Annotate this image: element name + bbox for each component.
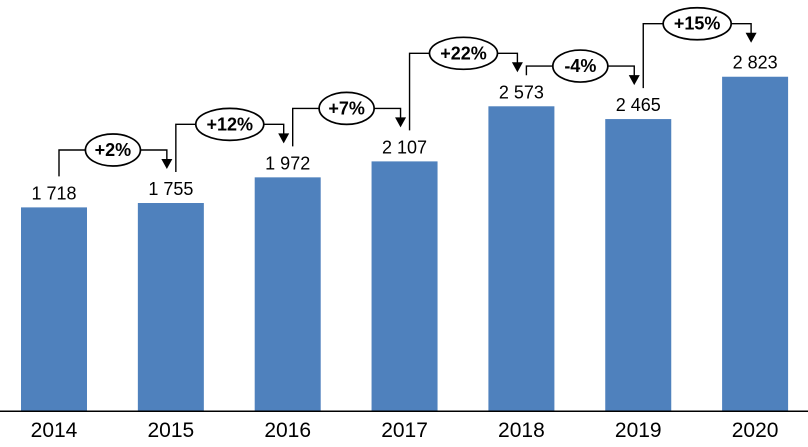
change-label-2018: +22% (440, 43, 487, 63)
value-label-2015: 1 755 (148, 179, 193, 199)
bar-2019 (605, 119, 672, 411)
x-tick-2020: 2020 (732, 419, 779, 442)
x-tick-2016: 2016 (264, 419, 311, 442)
change-connector-2017-2018-left-line (408, 52, 430, 131)
x-tick-2014: 2014 (31, 419, 78, 442)
bar-2017 (371, 161, 438, 411)
change-connector-2016-2017-left-line (292, 107, 320, 147)
bar-2014 (21, 207, 87, 411)
change-ellipse-2018 (428, 36, 499, 71)
value-label-2020: 2 823 (733, 53, 778, 73)
value-label-2017: 2 107 (382, 137, 427, 157)
change-connector-2016-2017-right-line (374, 107, 402, 122)
change-connector-2018-2019-arrowhead-icon (628, 75, 640, 86)
x-tick-2018: 2018 (498, 419, 545, 442)
change-connector-2019-2020-right-line (731, 23, 752, 37)
change-ellipse-2017 (318, 91, 375, 126)
change-connector-2015-2016-right-line (263, 123, 285, 138)
change-ellipse-2016 (194, 107, 265, 142)
change-connector-2019-2020-left-line (642, 23, 664, 89)
change-connector-2019-2020-arrowhead-icon (745, 32, 757, 43)
x-tick-2017: 2017 (381, 419, 428, 442)
change-ellipse-2020 (662, 6, 733, 41)
x-tick-2019: 2019 (615, 419, 662, 442)
change-connector-2017-2018-arrowhead-icon (511, 62, 523, 73)
change-label-2017: +7% (328, 98, 365, 118)
change-connector-2014-2015-left-line (58, 149, 86, 177)
change-connector-2015-2016-arrowhead-icon (278, 133, 290, 144)
change-connector-2018-2019-left-line (525, 65, 553, 76)
change-connector-2017-2018-right-line (497, 52, 519, 67)
bar-2018 (488, 106, 555, 411)
change-label-2019: -4% (564, 56, 596, 76)
x-tick-2015: 2015 (147, 419, 194, 442)
change-connector-2014-2015-arrowhead-icon (161, 159, 173, 170)
change-label-2015: +2% (95, 140, 132, 160)
change-ellipse-2019 (551, 49, 609, 83)
bar-2015 (137, 203, 204, 411)
value-label-2018: 2 573 (499, 82, 544, 102)
value-label-2019: 2 465 (616, 95, 661, 115)
bar-2020 (722, 76, 789, 411)
value-label-2016: 1 972 (265, 153, 310, 173)
value-label-2014: 1 718 (31, 183, 76, 203)
change-ellipse-2015 (84, 133, 142, 167)
bar-2016 (254, 177, 321, 411)
change-connector-2018-2019-right-line (607, 65, 635, 80)
change-label-2020: +15% (674, 14, 721, 34)
change-connector-2015-2016-left-line (175, 123, 196, 173)
change-label-2016: +12% (207, 114, 254, 134)
change-connector-2014-2015-right-line (140, 149, 168, 164)
change-connector-2016-2017-arrowhead-icon (395, 117, 407, 128)
